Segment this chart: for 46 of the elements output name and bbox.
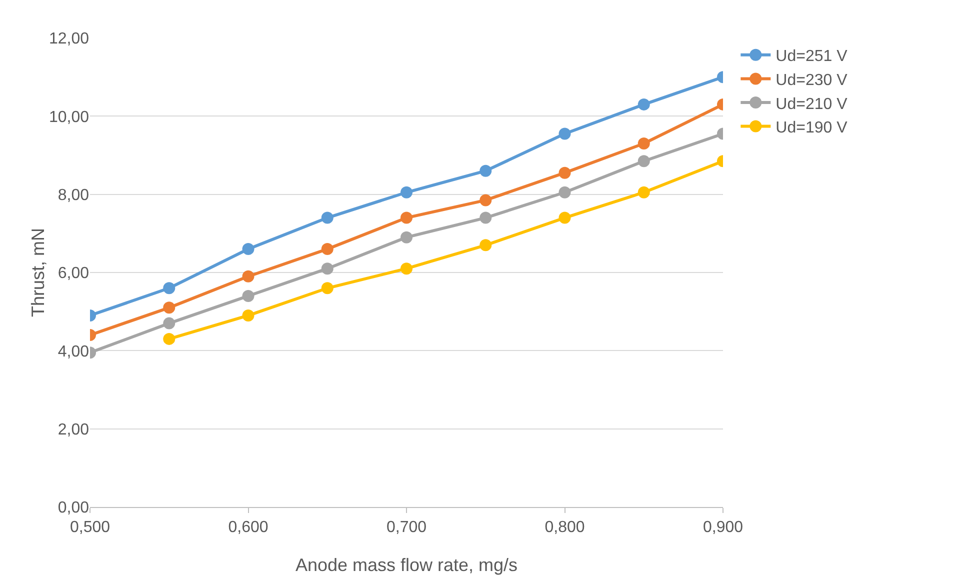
y-axis-title: Thrust, mN [28, 228, 48, 318]
point [558, 212, 571, 224]
point [400, 262, 412, 275]
point [480, 194, 492, 206]
y-tick-label: 2,00 [58, 421, 90, 438]
point [163, 282, 176, 294]
point [163, 317, 176, 330]
x-tick-label: 0,900 [702, 519, 744, 536]
x-tick-label: 0,600 [228, 519, 268, 536]
x-tick-label: 0,500 [70, 519, 110, 536]
legend-label: Ud=190 V [776, 120, 848, 137]
point [321, 282, 334, 294]
point [163, 302, 176, 314]
point [242, 290, 254, 302]
legend-label: Ud=230 V [776, 72, 848, 89]
point [163, 332, 176, 345]
y-tick-label: 4,00 [58, 343, 90, 360]
point [558, 166, 571, 179]
legend-label: Ud=251 V [776, 48, 848, 66]
point [242, 270, 254, 282]
x-axis-title: Anode mass flow rate, mg/s [295, 555, 518, 575]
point [480, 164, 492, 177]
point [638, 98, 650, 110]
point [321, 212, 334, 224]
point [400, 186, 412, 198]
y-tick-label: 6,00 [58, 265, 90, 282]
y-tick-label: 10,00 [48, 108, 90, 126]
point [638, 138, 650, 150]
y-tick-label: 0,00 [58, 500, 90, 517]
point [242, 243, 254, 256]
legend-label: Ud=210 V [776, 96, 848, 113]
point [321, 243, 334, 256]
x-tick-label: 0,700 [386, 519, 427, 536]
point [558, 128, 571, 140]
point [638, 186, 650, 198]
point [638, 155, 650, 168]
point [321, 262, 334, 275]
y-tick-label: 12,00 [48, 30, 90, 48]
point [400, 231, 412, 244]
y-tick-label: 8,00 [58, 186, 90, 204]
point [242, 309, 254, 322]
x-tick-label: 0,800 [544, 519, 585, 536]
point [558, 186, 571, 198]
point [480, 212, 492, 224]
point [400, 212, 412, 224]
point [480, 239, 492, 252]
